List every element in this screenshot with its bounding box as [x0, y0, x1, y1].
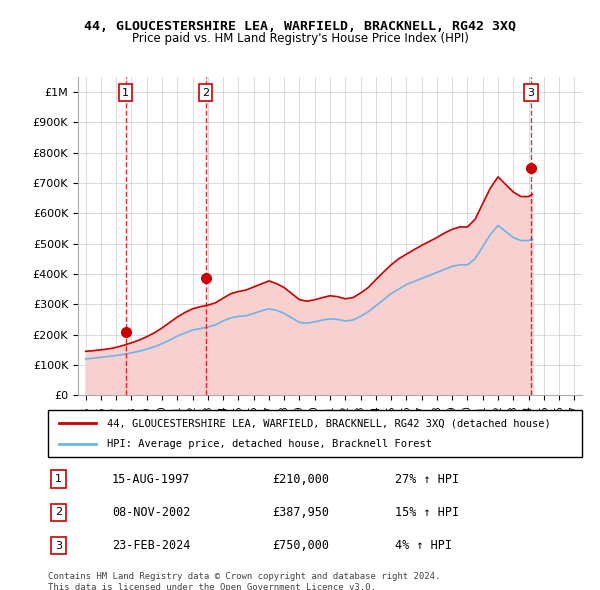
Text: 2: 2 — [55, 507, 62, 517]
Text: 15-AUG-1997: 15-AUG-1997 — [112, 473, 190, 486]
Text: 1: 1 — [122, 88, 129, 97]
Text: 3: 3 — [527, 88, 534, 97]
Text: 1: 1 — [55, 474, 62, 484]
Text: 15% ↑ HPI: 15% ↑ HPI — [395, 506, 459, 519]
Text: 44, GLOUCESTERSHIRE LEA, WARFIELD, BRACKNELL, RG42 3XQ (detached house): 44, GLOUCESTERSHIRE LEA, WARFIELD, BRACK… — [107, 418, 550, 428]
FancyBboxPatch shape — [48, 410, 582, 457]
Text: £210,000: £210,000 — [272, 473, 329, 486]
Text: HPI: Average price, detached house, Bracknell Forest: HPI: Average price, detached house, Brac… — [107, 439, 432, 449]
Text: £750,000: £750,000 — [272, 539, 329, 552]
Text: 27% ↑ HPI: 27% ↑ HPI — [395, 473, 459, 486]
Text: 23-FEB-2024: 23-FEB-2024 — [112, 539, 190, 552]
Text: 4% ↑ HPI: 4% ↑ HPI — [395, 539, 452, 552]
Text: £387,950: £387,950 — [272, 506, 329, 519]
Text: 3: 3 — [55, 540, 62, 550]
Text: 08-NOV-2002: 08-NOV-2002 — [112, 506, 190, 519]
Text: Price paid vs. HM Land Registry's House Price Index (HPI): Price paid vs. HM Land Registry's House … — [131, 32, 469, 45]
Text: Contains HM Land Registry data © Crown copyright and database right 2024.
This d: Contains HM Land Registry data © Crown c… — [48, 572, 440, 590]
Text: 44, GLOUCESTERSHIRE LEA, WARFIELD, BRACKNELL, RG42 3XQ: 44, GLOUCESTERSHIRE LEA, WARFIELD, BRACK… — [84, 20, 516, 33]
Text: 2: 2 — [202, 88, 209, 97]
